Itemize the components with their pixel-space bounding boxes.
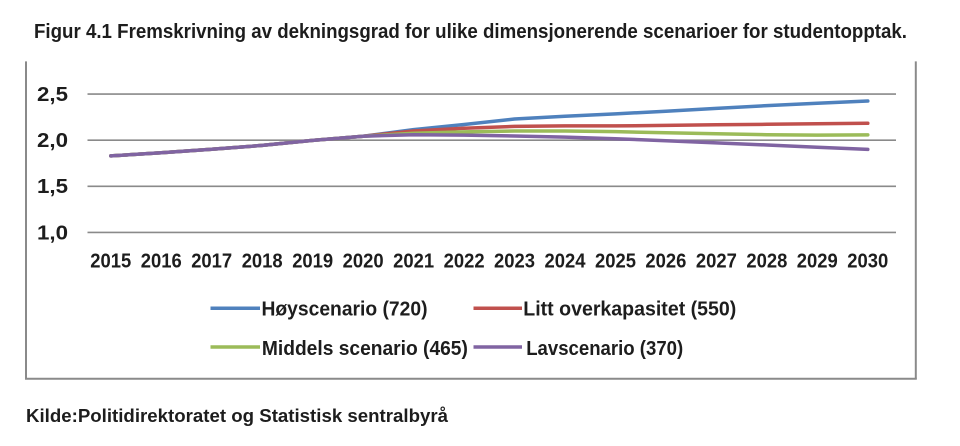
svg-text:2030: 2030 <box>847 250 888 272</box>
svg-text:2029: 2029 <box>797 250 838 272</box>
svg-text:2027: 2027 <box>696 250 737 272</box>
svg-text:2026: 2026 <box>645 250 686 272</box>
svg-text:2028: 2028 <box>746 250 787 272</box>
svg-text:2023: 2023 <box>494 250 535 272</box>
svg-text:Figur 4.1 Fremskrivning av dek: Figur 4.1 Fremskrivning av dekningsgrad … <box>34 21 907 43</box>
svg-text:Litt overkapasitet (550): Litt overkapasitet (550) <box>523 299 736 321</box>
svg-text:2024: 2024 <box>545 250 587 272</box>
svg-text:1,5: 1,5 <box>37 176 68 198</box>
svg-text:Høyscenario (720): Høyscenario (720) <box>262 299 428 321</box>
svg-text:2015: 2015 <box>90 250 131 272</box>
svg-text:Kilde:Politidirektoratet og St: Kilde:Politidirektoratet og Statistisk s… <box>26 406 449 426</box>
svg-text:2,0: 2,0 <box>37 130 68 152</box>
svg-text:2025: 2025 <box>595 250 636 272</box>
svg-text:2019: 2019 <box>292 250 333 272</box>
svg-text:2,5: 2,5 <box>37 84 68 106</box>
svg-text:2016: 2016 <box>141 250 182 272</box>
svg-text:2018: 2018 <box>242 250 283 272</box>
svg-text:2017: 2017 <box>191 250 232 272</box>
svg-text:2021: 2021 <box>393 250 434 272</box>
svg-text:Lavscenario (370): Lavscenario (370) <box>526 338 683 360</box>
svg-text:2022: 2022 <box>444 250 485 272</box>
svg-text:1,0: 1,0 <box>37 222 68 244</box>
svg-text:2020: 2020 <box>343 250 384 272</box>
svg-text:Middels scenario (465): Middels scenario (465) <box>262 338 468 360</box>
